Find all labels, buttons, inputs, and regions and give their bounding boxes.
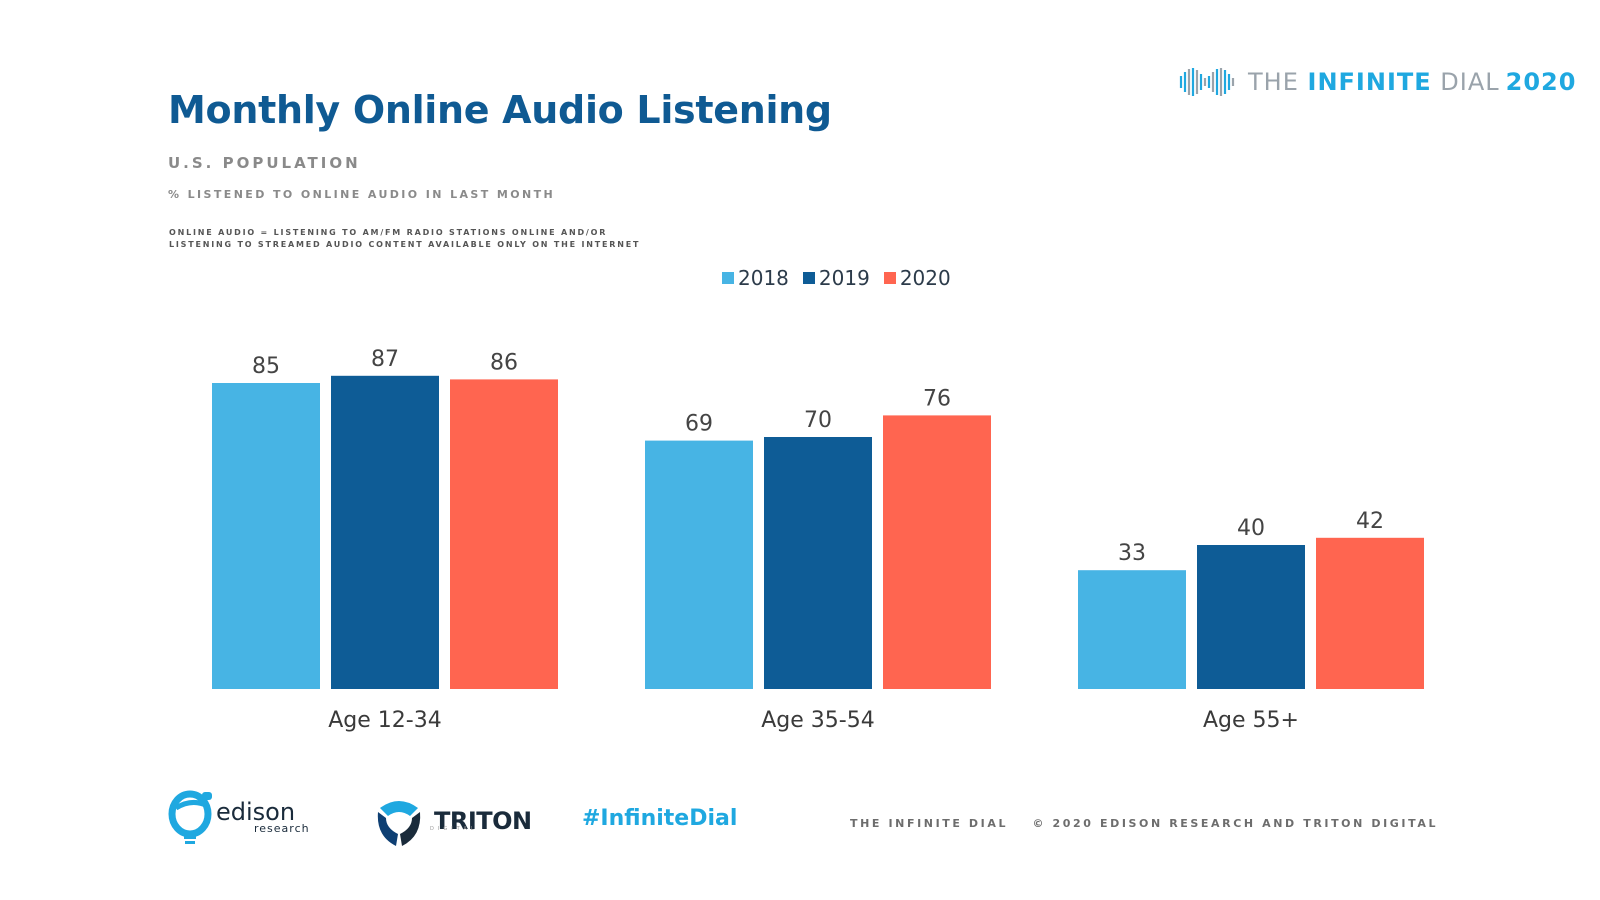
- brand-wordmark: THE INFINITE DIAL 2020: [1248, 68, 1576, 96]
- footer-note-right: © 2020 EDISON RESEARCH AND TRITON DIGITA…: [1032, 817, 1439, 830]
- bar-2019-3: [1197, 545, 1305, 689]
- bar-2020-1: [450, 379, 558, 689]
- brand-dial: DIAL: [1440, 68, 1500, 96]
- triton-subtext: DIGITAL: [430, 826, 478, 832]
- legend-swatch-2019: [802, 272, 815, 284]
- brand-year: 2020: [1505, 68, 1577, 96]
- legend-item-2020: 2020: [883, 266, 951, 290]
- bar-2020-3: [1316, 537, 1424, 689]
- data-label-2019-3: 40: [1237, 516, 1265, 541]
- bar-2018-3: [1078, 570, 1186, 689]
- legend-label-2020: 2020: [899, 266, 951, 290]
- data-label-2019-1: 87: [371, 347, 399, 372]
- category-label-1: Age 12-34: [328, 708, 441, 733]
- data-label-2020-3: 42: [1356, 509, 1384, 534]
- measure-subtitle: % LISTENED TO ONLINE AUDIO IN LAST MONTH: [168, 188, 556, 201]
- page-title: Monthly Online Audio Listening: [168, 88, 832, 132]
- definition-line-2: LISTENING TO STREAMED AUDIO CONTENT AVAI…: [169, 240, 641, 249]
- data-label-2020-2: 76: [923, 386, 951, 411]
- legend-label-2018: 2018: [738, 266, 789, 290]
- data-label-2018-1: 85: [252, 354, 280, 379]
- data-label-2018-2: 69: [685, 412, 713, 437]
- brand-the: THE: [1248, 68, 1299, 96]
- legend-swatch-2018: [722, 272, 734, 284]
- edison-bulb-icon: [168, 790, 212, 844]
- footer-note-left: THE INFINITE DIAL: [850, 817, 1009, 830]
- legend-item-2018: 2018: [722, 266, 789, 290]
- triton-digital-logo: TRITON DIGITAL: [372, 794, 532, 848]
- legend-swatch-2020: [883, 272, 896, 284]
- data-label-2020-1: 86: [490, 350, 518, 375]
- bar-2019-1: [331, 375, 439, 689]
- bar-2019-2: [764, 437, 872, 689]
- definition-line-1: ONLINE AUDIO = LISTENING TO AM/FM RADIO …: [169, 228, 608, 237]
- legend-label-2019: 2019: [818, 266, 870, 290]
- bar-chart: 85 87 86 Age 12-34 69 70 76 Age 35-54 33 40 42 Age …: [212, 347, 1424, 733]
- infinite-dial-brand: THE INFINITE DIAL 2020: [1178, 64, 1576, 100]
- data-label-2019-2: 70: [804, 408, 832, 433]
- population-subtitle: U.S. POPULATION: [168, 154, 361, 172]
- triton-wordmark: TRITON: [434, 807, 532, 835]
- footer-copyright: THE INFINITE DIAL © 2020 EDISON RESEARCH…: [850, 817, 1438, 830]
- chart-legend: 2018 2019 2020: [722, 266, 951, 290]
- edison-research-logo: edison research: [168, 790, 310, 846]
- edison-subtext: research: [254, 822, 310, 835]
- bar-2018-2: [645, 440, 753, 689]
- edison-wordmark: edison: [216, 798, 296, 826]
- legend-item-2019: 2019: [802, 266, 870, 290]
- data-label-2018-3: 33: [1118, 541, 1146, 566]
- definition-note: ONLINE AUDIO = LISTENING TO AM/FM RADIO …: [169, 227, 640, 251]
- hashtag-infinitedial[interactable]: #InfiniteDial: [582, 806, 738, 831]
- bar-2020-2: [883, 415, 991, 689]
- category-label-2: Age 35-54: [761, 708, 874, 733]
- brand-infinite: INFINITE: [1307, 68, 1432, 96]
- infinite-dial-logo-icon: [1179, 68, 1235, 96]
- triton-emblem-icon: [377, 801, 421, 846]
- category-label-3: Age 55+: [1203, 708, 1299, 733]
- bar-2018-1: [212, 383, 320, 689]
